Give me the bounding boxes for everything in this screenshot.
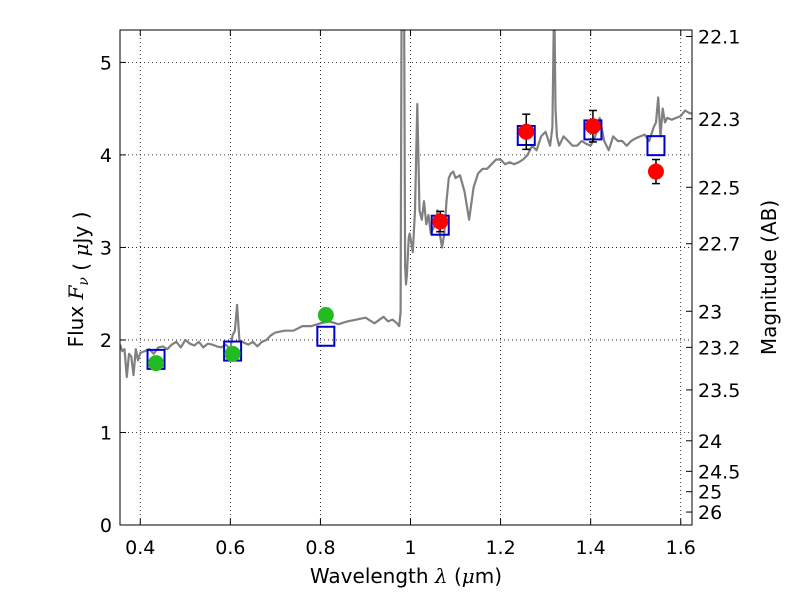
plot-area	[120, 30, 692, 379]
x-tick-label: 1.6	[666, 537, 696, 559]
y-tick-label: 4	[100, 145, 112, 167]
y-tick-label: 5	[100, 52, 112, 74]
x-tick-label: 1.4	[576, 537, 606, 559]
photometry-point	[432, 213, 449, 230]
grid-lines	[120, 30, 692, 525]
photometry-point	[518, 123, 535, 140]
photometry-point	[647, 163, 664, 180]
right-y-axis-label: Magnitude (AB)	[757, 200, 781, 355]
right-tick-label: 22.7	[698, 234, 740, 256]
right-tick-label: 22.1	[698, 26, 740, 48]
y-tick-label: 3	[100, 237, 112, 259]
right-tick-label: 25	[698, 482, 722, 504]
right-tick-label: 26	[698, 502, 722, 524]
x-axis-label: Wavelength λ (μm)	[310, 564, 502, 588]
axes-frame	[119, 29, 693, 526]
model-square-marker	[646, 135, 666, 157]
x-tick-label: 0.6	[215, 537, 245, 559]
right-tick-label: 22.5	[698, 177, 740, 199]
photometry-point	[224, 345, 241, 362]
right-tick-label: 23	[698, 301, 722, 323]
spectrum-line	[120, 30, 692, 379]
y-tick-label: 2	[100, 330, 112, 352]
photometry-point	[148, 355, 165, 372]
photometry-point	[317, 306, 334, 323]
x-tick-label: 1.2	[485, 537, 515, 559]
x-tick-label: 0.8	[305, 537, 335, 559]
plot-series	[120, 30, 692, 379]
y-tick-label: 0	[100, 515, 112, 537]
axis-ticks	[120, 30, 692, 526]
right-tick-label: 23.5	[698, 380, 740, 402]
right-tick-label: 22.3	[698, 109, 740, 131]
x-tick-label: 1	[404, 537, 416, 559]
tick-labels: 0.4 0.6 0.8 1 1.2 1.4 1.601234522.122.322.522.…	[100, 26, 740, 559]
model-square-marker	[316, 325, 336, 347]
y-axis-label: Flux Fν ( μJy )	[64, 212, 93, 348]
right-tick-label: 23.2	[698, 337, 740, 359]
right-tick-label: 24.5	[698, 461, 740, 483]
right-tick-label: 24	[698, 431, 722, 453]
photometry-point	[584, 118, 601, 135]
x-tick-label: 0.4	[125, 537, 155, 559]
y-tick-label: 1	[100, 422, 112, 444]
